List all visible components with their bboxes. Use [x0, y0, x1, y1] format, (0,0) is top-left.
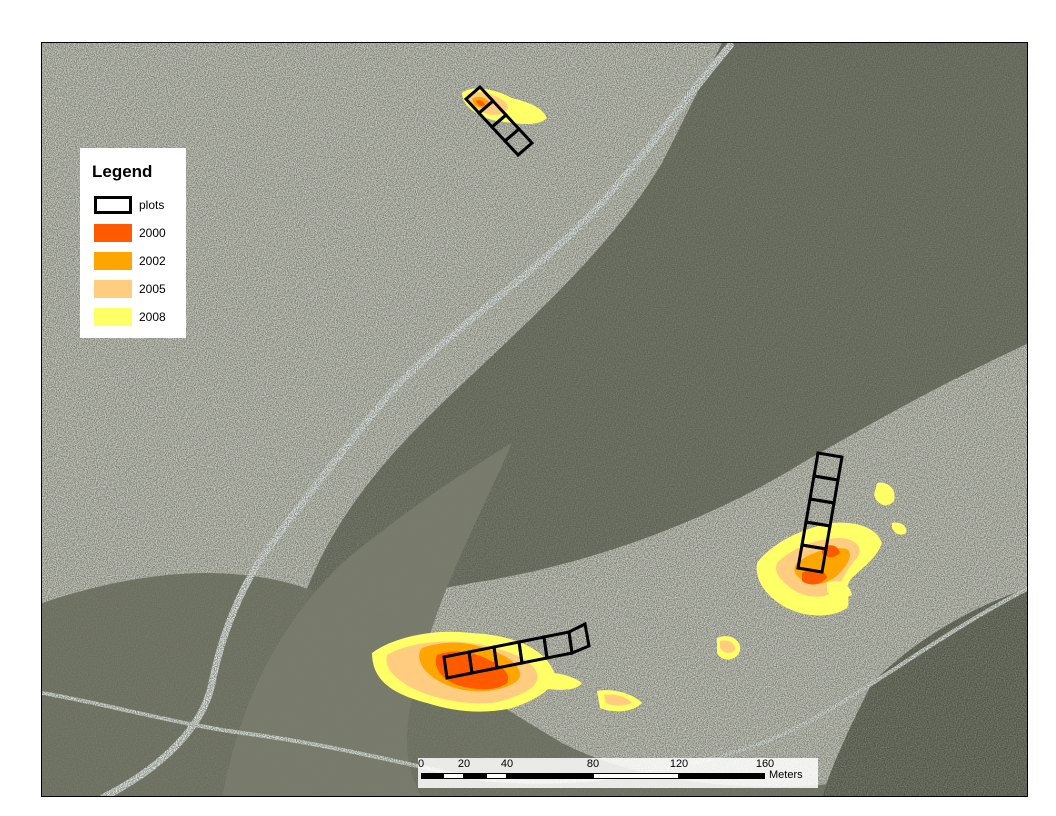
aerial-imagery — [42, 43, 1027, 796]
scale-seg-5 — [507, 773, 593, 779]
legend-label-plots: plots — [139, 198, 165, 212]
scale-tick-40: 40 — [500, 758, 514, 770]
scale-bar: 0 20 40 80 120 160 Meters — [418, 758, 818, 788]
legend-item-2000: 2000 — [94, 224, 186, 244]
scale-seg-7 — [679, 773, 765, 779]
scale-tick-80: 80 — [586, 758, 600, 770]
legend-item-2002: 2002 — [94, 252, 186, 272]
legend-title: Legend — [92, 162, 153, 181]
scale-seg-2 — [443, 773, 464, 779]
map-frame[interactable] — [41, 42, 1028, 797]
plots-right — [796, 451, 844, 574]
legend-label-2005: 2005 — [139, 282, 166, 296]
scale-tick-20: 20 — [457, 758, 471, 770]
legend-box: Legend plots 2000 2002 2005 2008 — [80, 148, 186, 338]
plots-top — [463, 84, 535, 158]
scale-seg-4 — [486, 773, 507, 779]
plots-swatch — [94, 196, 132, 214]
scale-seg-1 — [421, 773, 443, 779]
scale-seg-3 — [464, 773, 486, 779]
legend-label-2008: 2008 — [139, 310, 166, 324]
patch-top — [462, 88, 547, 125]
legend-label-2002: 2002 — [139, 254, 166, 268]
swatch-2000 — [94, 224, 132, 242]
swatch-2008 — [94, 308, 132, 326]
legend-label-2000: 2000 — [139, 226, 166, 240]
plots-bottom-left — [442, 621, 591, 680]
legend-item-2005: 2005 — [94, 280, 186, 300]
legend-item-plots: plots — [94, 196, 186, 216]
swatch-2005 — [94, 280, 132, 298]
swatch-2002 — [94, 252, 132, 270]
scale-tick-0: 0 — [417, 758, 425, 770]
scale-unit: Meters — [769, 769, 803, 781]
scale-tick-160: 160 — [755, 758, 775, 770]
scale-tick-120: 120 — [669, 758, 689, 770]
scale-seg-6 — [593, 773, 679, 779]
legend-item-2008: 2008 — [94, 308, 186, 328]
